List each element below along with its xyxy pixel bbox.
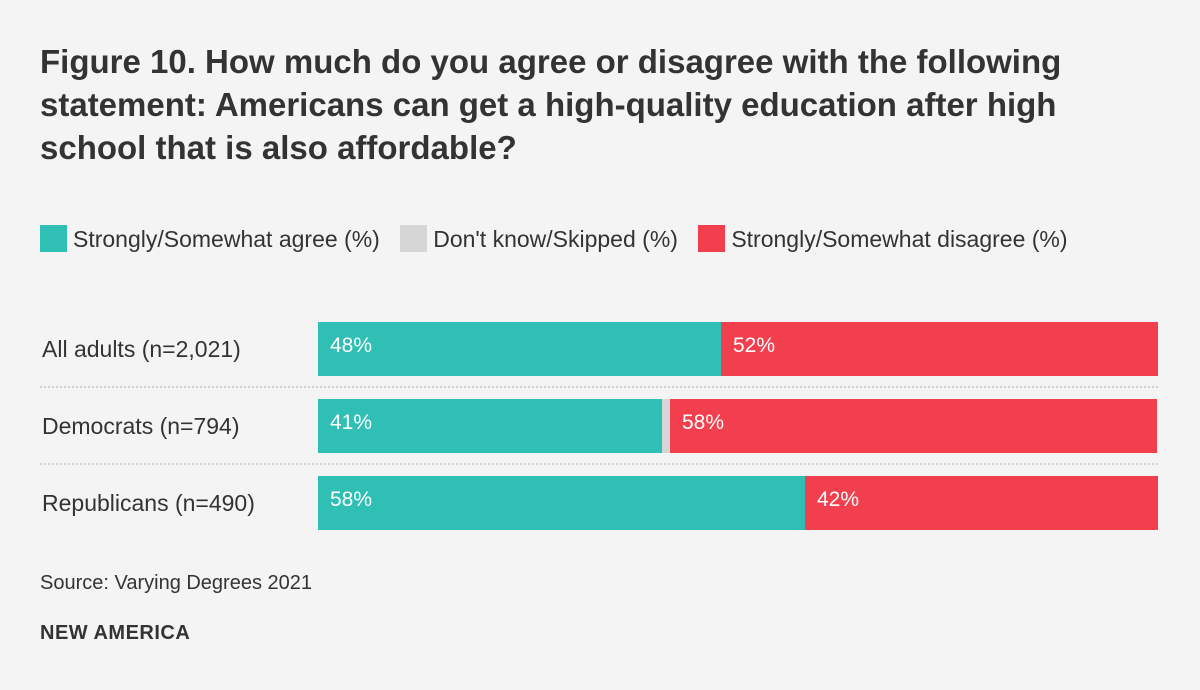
bar-all-adults-agree bbox=[318, 322, 721, 376]
legend-item-disagree: Strongly/Somewhat disagree (%) bbox=[698, 225, 1068, 252]
bar-democrats-agree bbox=[318, 399, 662, 453]
data-label-republicans-disagree: 42% bbox=[817, 488, 860, 511]
data-label-democrats-disagree: 58% bbox=[682, 411, 725, 434]
legend-label-disagree: Strongly/Somewhat disagree (%) bbox=[731, 226, 1068, 252]
legend-swatch-disagree bbox=[698, 225, 726, 252]
bar-democrats-dont-know bbox=[662, 399, 670, 453]
brand-wordmark: NEW AMERICA bbox=[40, 622, 191, 644]
legend-swatch-agree bbox=[40, 225, 67, 252]
chart-title: Figure 10. How much do you agree or disa… bbox=[40, 43, 1062, 166]
bar-republicans-disagree bbox=[805, 476, 1158, 530]
legend-label-agree: Strongly/Somewhat agree (%) bbox=[73, 226, 380, 252]
legend-item-agree: Strongly/Somewhat agree (%) bbox=[40, 225, 380, 252]
data-label-democrats-agree: 41% bbox=[330, 411, 373, 434]
bar-democrats-disagree bbox=[670, 399, 1157, 453]
bar-republicans-agree bbox=[318, 476, 805, 530]
data-label-all-adults-agree: 48% bbox=[330, 334, 373, 357]
source-note: Source: Varying Degrees 2021 bbox=[40, 572, 313, 594]
category-label-all-adults: All adults (n=2,021) bbox=[42, 336, 241, 362]
data-label-republicans-agree: 58% bbox=[330, 488, 373, 511]
category-label-democrats: Democrats (n=794) bbox=[42, 413, 240, 439]
bar-all-adults-disagree bbox=[721, 322, 1158, 376]
row-divider bbox=[40, 463, 1158, 465]
legend-item-dont-know: Don't know/Skipped (%) bbox=[400, 225, 678, 252]
category-label-republicans: Republicans (n=490) bbox=[42, 490, 255, 516]
legend-label-dont-know: Don't know/Skipped (%) bbox=[433, 226, 678, 252]
row-divider bbox=[40, 386, 1158, 388]
legend-swatch-dont-know bbox=[400, 225, 428, 252]
data-label-all-adults-disagree: 52% bbox=[733, 334, 776, 357]
legend: Strongly/Somewhat agree (%) Don't know/S… bbox=[40, 220, 1160, 258]
